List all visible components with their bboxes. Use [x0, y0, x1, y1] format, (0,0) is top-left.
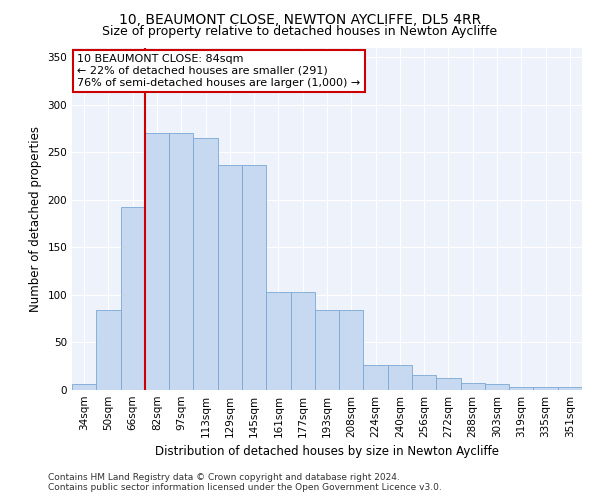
Bar	[315, 310, 339, 390]
Bar	[218, 166, 242, 390]
Text: Size of property relative to detached houses in Newton Aycliffe: Size of property relative to detached ho…	[103, 25, 497, 38]
Y-axis label: Number of detached properties: Number of detached properties	[29, 126, 42, 312]
Bar	[558, 387, 582, 390]
Bar	[485, 384, 509, 390]
Text: 10 BEAUMONT CLOSE: 84sqm
← 22% of detached houses are smaller (291)
76% of semi-: 10 BEAUMONT CLOSE: 84sqm ← 22% of detach…	[77, 54, 361, 88]
Bar	[121, 208, 145, 390]
Bar	[364, 366, 388, 390]
Bar	[339, 310, 364, 390]
Bar	[388, 366, 412, 390]
Text: 10, BEAUMONT CLOSE, NEWTON AYCLIFFE, DL5 4RR: 10, BEAUMONT CLOSE, NEWTON AYCLIFFE, DL5…	[119, 12, 481, 26]
Bar	[169, 133, 193, 390]
Bar	[72, 384, 96, 390]
X-axis label: Distribution of detached houses by size in Newton Aycliffe: Distribution of detached houses by size …	[155, 446, 499, 458]
Bar	[96, 310, 121, 390]
Bar	[509, 387, 533, 390]
Bar	[266, 292, 290, 390]
Bar	[412, 375, 436, 390]
Bar	[461, 384, 485, 390]
Bar	[145, 133, 169, 390]
Bar	[533, 387, 558, 390]
Bar	[290, 292, 315, 390]
Bar	[436, 378, 461, 390]
Bar	[242, 166, 266, 390]
Text: Contains HM Land Registry data © Crown copyright and database right 2024.
Contai: Contains HM Land Registry data © Crown c…	[48, 473, 442, 492]
Bar	[193, 138, 218, 390]
